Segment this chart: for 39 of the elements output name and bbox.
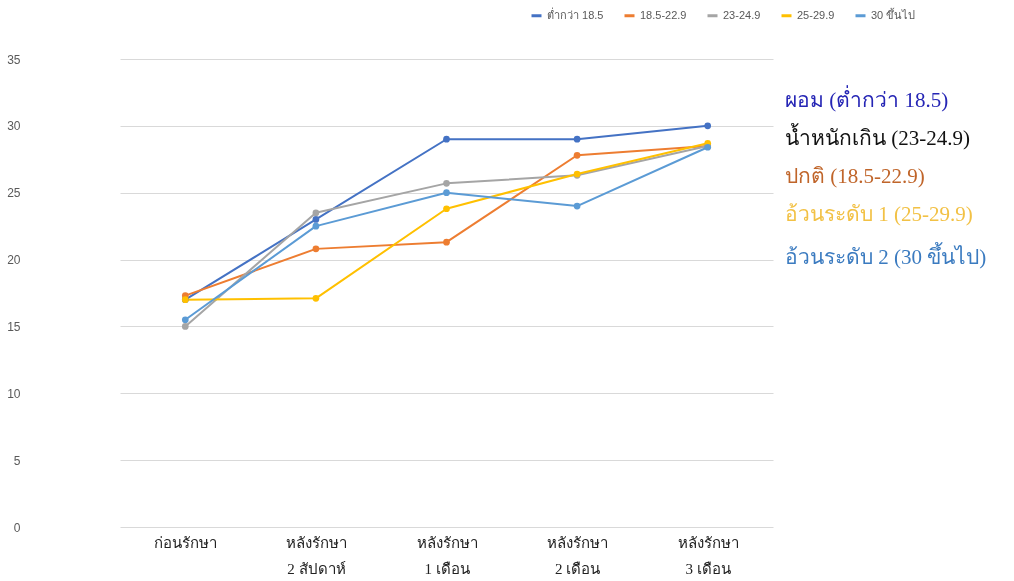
x-tick-label: หลังรักษา 2 เดือน bbox=[547, 534, 609, 577]
point bbox=[443, 205, 450, 213]
x-tick-label: หลังรักษา 1 เดือน bbox=[416, 534, 478, 577]
y-tick-label: 15 bbox=[7, 319, 21, 334]
point bbox=[181, 323, 189, 330]
legend-label: 18.5-22.9 bbox=[640, 8, 687, 21]
y-tick-label: 20 bbox=[7, 253, 21, 268]
point bbox=[312, 295, 320, 302]
point bbox=[443, 135, 450, 143]
y-tick-label: 0 bbox=[13, 520, 21, 535]
point bbox=[312, 245, 320, 253]
y-tick-label: 25 bbox=[7, 186, 21, 201]
point bbox=[443, 180, 450, 187]
point bbox=[312, 222, 320, 230]
legend-label: ต่ำกว่า 18.5 bbox=[547, 6, 604, 21]
y-tick-label: 35 bbox=[7, 52, 21, 67]
legend-label: 23-24.9 bbox=[723, 8, 761, 21]
x-tick-label: หลังรักษา 3 เดือน bbox=[677, 534, 739, 577]
point bbox=[443, 238, 450, 246]
x-tick-label: หลังรักษา 2 สัปดาห์ bbox=[285, 534, 347, 577]
text: ปกติ (18.5-22.9) bbox=[785, 164, 925, 188]
point bbox=[573, 135, 581, 143]
text: อ้วนระดับ 1 (25-29.9) bbox=[785, 202, 973, 226]
legend-label: 25-29.9 bbox=[797, 8, 835, 21]
y-tick-label: 10 bbox=[7, 386, 21, 401]
text: น้ำหนักเกิน (23-24.9) bbox=[785, 123, 970, 150]
x-tick-label: ก่อนรักษา bbox=[154, 534, 218, 551]
point bbox=[312, 209, 320, 217]
point bbox=[704, 122, 712, 130]
legend-label: 30 ขึ้นไป bbox=[871, 6, 916, 21]
point bbox=[312, 216, 320, 223]
y-tick-label: 5 bbox=[13, 453, 21, 468]
point bbox=[573, 202, 581, 210]
y-tick-label: 30 bbox=[7, 119, 21, 134]
point bbox=[443, 189, 450, 197]
text: อ้วนระดับ 2 (30 ขึ้นไป) bbox=[785, 242, 987, 269]
text: ผอม (ต่ำกว่า 18.5) bbox=[785, 85, 949, 112]
point bbox=[181, 316, 189, 324]
point bbox=[573, 151, 581, 159]
